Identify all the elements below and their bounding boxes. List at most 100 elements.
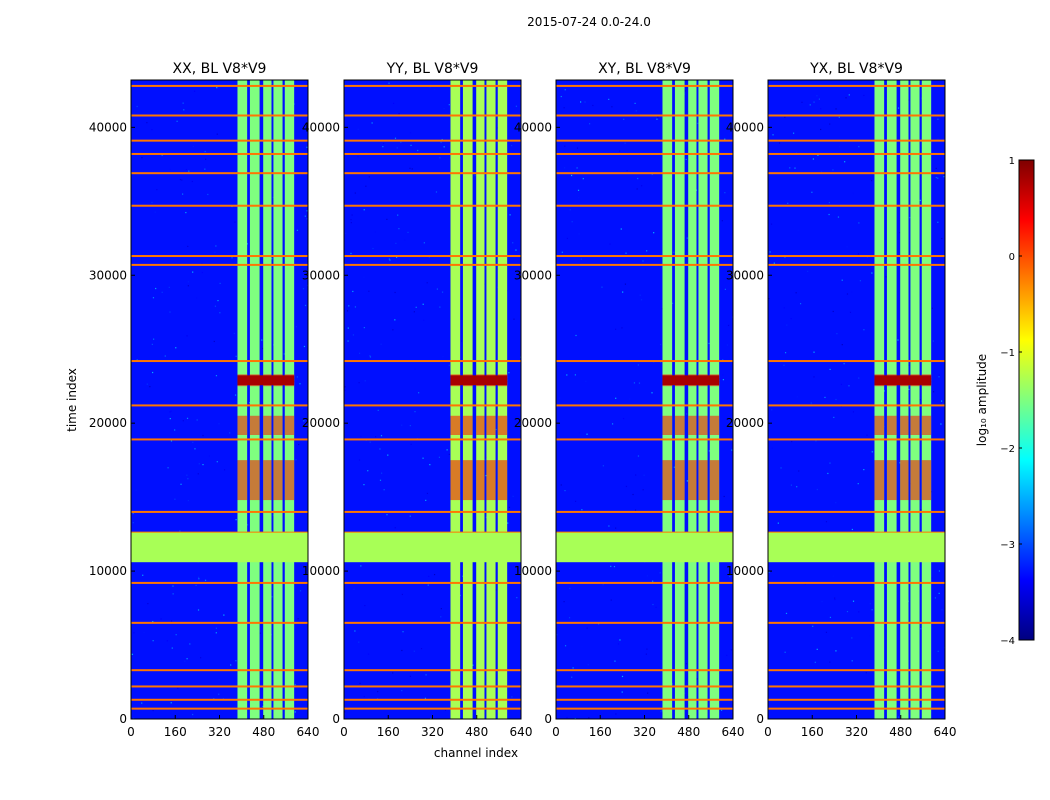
burst-cell xyxy=(921,415,932,435)
heatmap-cell xyxy=(820,108,822,110)
flag-line xyxy=(556,698,733,701)
heatmap-cell xyxy=(813,376,815,378)
flag-line xyxy=(556,255,733,258)
heatmap-cell xyxy=(622,291,624,293)
burst-cell xyxy=(921,460,932,501)
heatmap-cell xyxy=(587,664,589,666)
heatmap-cell xyxy=(935,167,937,170)
flag-line xyxy=(556,669,733,672)
heatmap-cell xyxy=(192,713,194,716)
heatmap-cell xyxy=(235,660,237,662)
heatmap-cell xyxy=(568,617,571,619)
heatmap-cell xyxy=(414,368,416,370)
heatmap-cell xyxy=(191,180,193,183)
heatmap-cell xyxy=(218,423,220,425)
heatmap-cell xyxy=(407,231,409,234)
heatmap-cell xyxy=(216,133,218,135)
heatmap-cell xyxy=(943,176,945,178)
heatmap-cell xyxy=(653,232,655,234)
flag-line xyxy=(131,152,308,155)
heatmap-cell xyxy=(652,603,654,606)
burst-cell xyxy=(874,415,885,435)
x-tick-label: 160 xyxy=(589,725,612,739)
heatmap-cell xyxy=(272,514,274,516)
heatmap-cell xyxy=(170,702,172,704)
heatmap-cell xyxy=(857,253,860,255)
heatmap-cell xyxy=(837,216,840,218)
heatmap-cell xyxy=(388,258,390,260)
heatmap-cell xyxy=(829,661,831,663)
panel-yx: YX, BL V8*V9 0 160 320 480 640 0 10000 20000 3000… xyxy=(726,61,957,739)
heatmap-cell xyxy=(817,154,819,156)
burst-cell xyxy=(674,460,685,501)
heatmap-cell xyxy=(848,385,850,387)
heatmap-cell xyxy=(302,288,305,290)
heatmap-cell xyxy=(784,116,786,118)
heatmap-cell xyxy=(389,259,391,261)
heatmap-cell xyxy=(386,514,388,516)
heatmap-cell xyxy=(724,138,726,140)
heatmap-cell xyxy=(646,250,648,252)
heatmap-cell xyxy=(446,483,448,485)
heatmap-cell xyxy=(193,90,196,92)
heatmap-cell xyxy=(909,510,911,512)
panel-xy: XY, BL V8*V9 0 160 320 480 640 0 10000 20000 3000… xyxy=(514,61,745,739)
heatmap-cell xyxy=(364,380,366,382)
heatmap-cell xyxy=(187,285,189,287)
heatmap-cell xyxy=(844,161,846,163)
heatmap-cell xyxy=(671,302,674,304)
heatmap-cell xyxy=(187,281,189,283)
heatmap-cell xyxy=(219,312,221,314)
heatmap-cell xyxy=(369,356,372,358)
heatmap-cell xyxy=(132,237,134,239)
heatmap-cell xyxy=(615,397,617,399)
heatmap-cell xyxy=(410,144,412,146)
colorbar-label: log₁₀ amplitude xyxy=(975,354,989,446)
heatmap-cell xyxy=(426,282,428,284)
burst-cell xyxy=(497,415,508,435)
heatmap-cell xyxy=(411,168,413,170)
heatmap-cell xyxy=(790,484,793,486)
heatmap-cell xyxy=(824,396,826,399)
burst-cell xyxy=(284,415,295,435)
heatmap-cell xyxy=(201,271,203,274)
heatmap-cell xyxy=(660,711,662,713)
heatmap-cell xyxy=(380,435,383,437)
heatmap-cell xyxy=(789,167,791,169)
heatmap-cell xyxy=(182,102,184,104)
burst-cell xyxy=(486,415,496,435)
heatmap-cell xyxy=(423,319,425,321)
heatmap-cell xyxy=(351,214,353,216)
heatmap-cell xyxy=(169,418,171,420)
colorbar-tick-label: 1 xyxy=(1009,156,1015,167)
heatmap-cell xyxy=(611,423,614,425)
heatmap-cell xyxy=(849,311,852,313)
heatmap-cell xyxy=(350,222,352,224)
flag-line xyxy=(344,255,521,258)
heatmap-cell xyxy=(646,575,648,577)
heatmap-cell xyxy=(509,214,511,216)
heatmap-cell xyxy=(297,618,299,620)
flag-line xyxy=(344,581,521,584)
heatmap-cell xyxy=(566,716,568,719)
burst-cell xyxy=(662,415,673,435)
heatmap-cell xyxy=(234,394,237,396)
burst-cell xyxy=(249,460,260,501)
heatmap-cell xyxy=(858,377,860,379)
flag-line xyxy=(344,621,521,624)
heatmap-cell xyxy=(200,657,202,659)
heatmap-cell xyxy=(207,193,209,196)
heatmap-cell xyxy=(829,616,832,619)
heatmap-cell xyxy=(919,199,921,201)
heatmap-cell xyxy=(507,522,509,524)
heatmap-cell xyxy=(835,502,837,504)
flagged-block xyxy=(768,532,945,563)
burst-cell xyxy=(900,415,909,435)
heatmap-cell xyxy=(204,150,206,153)
heatmap-cell xyxy=(816,95,818,97)
heatmap-cell xyxy=(443,146,445,148)
heatmap-cell xyxy=(170,410,172,412)
heatmap-cell xyxy=(459,594,461,597)
heatmap-cell xyxy=(223,614,225,616)
flag-line xyxy=(768,84,945,87)
